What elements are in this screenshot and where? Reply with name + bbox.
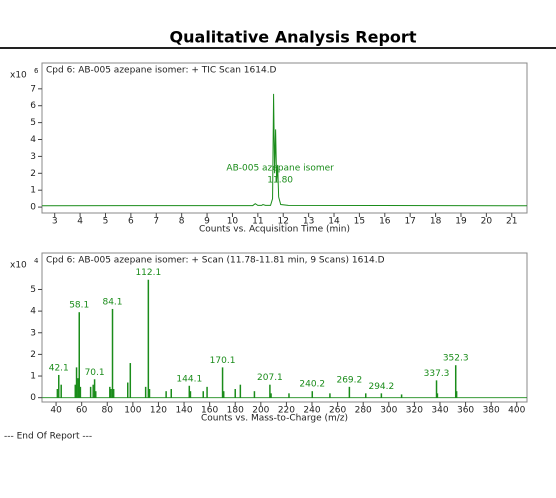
- peak-label: 207.1: [257, 373, 283, 383]
- y-multiplier: x10: [10, 261, 27, 271]
- plot-frame: [41, 62, 528, 214]
- x-axis-label: Counts vs. Acquisition Time (min): [199, 225, 350, 235]
- y-tick-label: 4: [30, 135, 36, 145]
- x-tick-label: 16: [379, 217, 391, 227]
- peak-label: 70.1: [85, 368, 105, 378]
- y-tick-label: 5: [30, 285, 36, 295]
- x-tick-label: 11: [252, 217, 263, 227]
- x-tick-label: 4: [77, 217, 83, 227]
- x-tick-label: 7: [153, 217, 159, 227]
- x-tick-label: 60: [76, 406, 88, 416]
- x-tick-label: 12: [278, 217, 289, 227]
- x-tick-label: 240: [303, 406, 320, 416]
- y-tick-label: 3: [30, 152, 36, 162]
- y-exponent: 4: [34, 257, 39, 265]
- x-tick-label: 120: [150, 406, 167, 416]
- x-tick-label: 9: [204, 217, 210, 227]
- peak-label: 294.2: [368, 382, 394, 392]
- peak-label: 84.1: [102, 297, 122, 307]
- y-tick-label: 0: [30, 203, 36, 213]
- x-tick-label: 400: [508, 406, 525, 416]
- peak-label: 352.3: [443, 354, 469, 364]
- x-tick-label: 140: [175, 406, 192, 416]
- y-exponent: 6: [34, 67, 39, 75]
- x-tick-label: 3: [52, 217, 58, 227]
- x-tick-label: 380: [483, 406, 500, 416]
- peak-annotation: 11.80: [267, 176, 293, 186]
- x-tick-label: 15: [354, 217, 365, 227]
- y-tick-label: 7: [30, 84, 36, 94]
- report-footer: --- End Of Report ---: [4, 432, 92, 442]
- peak-label: 58.1: [69, 301, 89, 311]
- x-tick-label: 280: [355, 406, 372, 416]
- peak-label: 269.2: [336, 375, 362, 385]
- y-tick-label: 4: [30, 307, 36, 317]
- x-tick-label: 13: [303, 217, 314, 227]
- x-tick-label: 20: [481, 217, 493, 227]
- x-tick-label: 160: [201, 406, 218, 416]
- x-tick-label: 8: [179, 217, 185, 227]
- plot-frame: [41, 252, 528, 403]
- x-tick-label: 360: [457, 406, 474, 416]
- x-axis-label: Counts vs. Mass-to-Charge (m/z): [201, 414, 348, 424]
- x-tick-label: 340: [431, 406, 448, 416]
- y-tick-label: 2: [30, 350, 36, 360]
- x-tick-label: 19: [455, 217, 467, 227]
- tic-trace: [41, 93, 528, 207]
- x-tick-label: 10: [227, 217, 239, 227]
- x-tick-label: 80: [102, 406, 114, 416]
- y-tick-label: 5: [30, 118, 36, 128]
- y-tick-label: 0: [30, 393, 36, 403]
- peak-label: 144.1: [176, 374, 202, 384]
- y-tick-label: 1: [30, 372, 36, 382]
- chart-title: Cpd 6: AB-005 azepane isomer: + TIC Scan…: [46, 66, 277, 76]
- y-multiplier: x10: [10, 71, 27, 81]
- peak-label: 42.1: [49, 363, 69, 373]
- x-tick-label: 5: [103, 217, 109, 227]
- peak-label: 170.1: [210, 356, 236, 366]
- y-tick-label: 1: [30, 186, 36, 196]
- y-tick-label: 2: [30, 169, 36, 179]
- x-tick-label: 18: [430, 217, 442, 227]
- x-tick-label: 320: [406, 406, 423, 416]
- x-tick-label: 21: [506, 217, 517, 227]
- x-tick-label: 17: [404, 217, 415, 227]
- peak-label: 112.1: [135, 268, 161, 278]
- peak-label: 240.2: [299, 380, 325, 390]
- y-tick-label: 3: [30, 328, 36, 338]
- x-tick-label: 40: [50, 406, 62, 416]
- peak-label: 337.3: [424, 369, 450, 379]
- x-tick-label: 14: [328, 217, 340, 227]
- peak-annotation: AB-005 azepane isomer: [226, 164, 334, 174]
- chart-title: Cpd 6: AB-005 azepane isomer: + Scan (11…: [46, 256, 385, 266]
- x-tick-label: 260: [329, 406, 346, 416]
- x-tick-label: 220: [278, 406, 295, 416]
- report-title: Qualitative Analysis Report: [170, 28, 417, 47]
- x-tick-label: 6: [128, 217, 134, 227]
- x-tick-label: 100: [124, 406, 141, 416]
- x-tick-label: 180: [227, 406, 244, 416]
- x-tick-label: 200: [252, 406, 269, 416]
- x-tick-label: 300: [380, 406, 397, 416]
- y-tick-label: 6: [30, 101, 36, 111]
